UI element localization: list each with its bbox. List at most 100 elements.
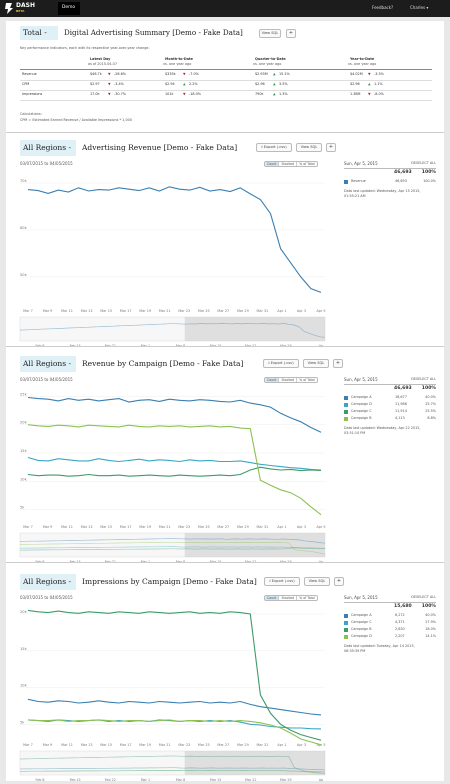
x-tick-label: Mar 23 xyxy=(178,309,190,313)
date-range: 03/07/2015 to 04/05/2015 xyxy=(20,595,73,600)
export-csv-button[interactable]: ⭳ Export (.csv) xyxy=(264,577,300,586)
legend-item[interactable]: Campaign A 18,677 40.0% xyxy=(344,395,436,401)
cell-change: -7.0% xyxy=(189,72,199,76)
cell-change: -26.6% xyxy=(114,72,126,76)
legend-series-pct: 40.0% xyxy=(425,395,436,399)
feedback-link[interactable]: Feedback? xyxy=(372,5,394,10)
tab-demo[interactable]: Demo xyxy=(58,2,80,15)
legend-swatch xyxy=(344,410,348,414)
cell-value: 17.0k xyxy=(90,92,100,96)
cell-change: 15.1% xyxy=(279,72,290,76)
toggle--of-total[interactable]: % of Total xyxy=(299,378,315,382)
region-badge[interactable]: All Regions - xyxy=(20,140,76,156)
series-line[interactable] xyxy=(27,456,322,471)
x-tick-label: Mar 21 xyxy=(159,525,171,529)
navigator-tick-label: Mar 15 xyxy=(210,778,221,782)
table-rule xyxy=(20,69,432,70)
series-line[interactable] xyxy=(27,609,322,741)
legend-swatch xyxy=(344,403,348,407)
legend-item[interactable]: Campaign C 4,371 27.9% xyxy=(344,620,436,626)
series-line[interactable] xyxy=(27,186,322,293)
toggle-count[interactable]: Count xyxy=(265,162,280,166)
legend-item[interactable]: Campaign B 4,113 8.8% xyxy=(344,416,436,422)
y-tick-label: 5k xyxy=(20,720,25,724)
toggle--of-total[interactable]: % of Total xyxy=(299,596,315,600)
series-line[interactable] xyxy=(27,719,322,746)
legend-series-value: 4,113 xyxy=(395,416,405,420)
legend-series-value: 11,914 xyxy=(395,409,407,413)
last-updated-note: Data last updated: Tuesday, Apr 14 2015,… xyxy=(344,644,415,653)
view-sql-button[interactable]: View SQL xyxy=(259,29,281,38)
x-tick-label: Mar 7 xyxy=(23,309,33,313)
toggle-stacked[interactable]: Stacked xyxy=(279,596,298,600)
toggle-stacked[interactable]: Stacked xyxy=(279,378,298,382)
legend-item[interactable]: Campaign C 11,914 25.5% xyxy=(344,409,436,415)
x-tick-label: Mar 25 xyxy=(198,525,210,529)
legend-swatch xyxy=(344,635,348,639)
divider xyxy=(6,132,444,133)
toggle-stacked[interactable]: Stacked xyxy=(279,162,298,166)
add-button[interactable]: + xyxy=(286,29,296,38)
row-rule xyxy=(20,90,432,91)
deselect-all-link[interactable]: DESELECT ALL xyxy=(411,161,436,165)
up-arrow-icon: ▲ xyxy=(183,82,186,86)
user-menu[interactable]: Charles ▾ xyxy=(410,5,429,10)
x-tick-label: Apr 5 xyxy=(316,743,325,747)
legend-swatch xyxy=(344,621,348,625)
tab-demo-label: Demo xyxy=(62,5,76,10)
x-tick-label: Mar 7 xyxy=(23,743,33,747)
toggle-count[interactable]: Count xyxy=(265,596,280,600)
y-tick-label: 70k xyxy=(20,179,28,183)
legend-date: Sun, Apr 5, 2015 xyxy=(344,595,378,600)
deselect-all-link[interactable]: DESELECT ALL xyxy=(411,595,436,599)
x-tick-label: Apr 1 xyxy=(277,525,286,529)
x-tick-label: Apr 5 xyxy=(316,309,325,313)
region-badge[interactable]: All Regions - xyxy=(20,356,76,372)
dash-logo[interactable]: DASH BETA xyxy=(4,2,44,15)
legend-series-name: Campaign D xyxy=(351,634,372,638)
navigator-selection[interactable] xyxy=(184,751,325,775)
chart-mode-toggle: Count Stacked% of Total xyxy=(264,161,318,167)
series-line[interactable] xyxy=(27,396,322,433)
series-line[interactable] xyxy=(27,466,322,477)
view-sql-button[interactable]: View SQL xyxy=(303,359,329,368)
x-tick-label: Mar 25 xyxy=(198,309,210,313)
legend-series-pct: 18.0% xyxy=(425,627,436,631)
download-icon: ⭳ xyxy=(261,145,264,149)
export-label: Export (.csv) xyxy=(263,145,287,149)
cell-value: 1.38M xyxy=(350,92,361,96)
legend-item[interactable]: Revenue 46,693 100.0% xyxy=(344,179,436,185)
add-button[interactable]: + xyxy=(334,577,344,586)
legend-item[interactable]: Campaign A 6,272 40.0% xyxy=(344,613,436,619)
export-csv-button[interactable]: ⭳ Export (.csv) xyxy=(256,143,292,152)
view-sql-button[interactable]: View SQL xyxy=(304,577,330,586)
region-badge[interactable]: All Regions - xyxy=(20,574,76,590)
export-csv-button[interactable]: ⭳ Export (.csv) xyxy=(263,359,299,368)
navigator-selection[interactable] xyxy=(184,317,325,341)
toggle--of-total[interactable]: % of Total xyxy=(299,162,315,166)
add-button[interactable]: + xyxy=(333,359,343,368)
legend-item[interactable]: Campaign D 11,986 25.7% xyxy=(344,402,436,408)
add-button[interactable]: + xyxy=(326,143,336,152)
legend-item[interactable]: Campaign B 2,830 18.0% xyxy=(344,627,436,633)
down-arrow-icon: ▼ xyxy=(108,72,111,76)
navigator-selection[interactable] xyxy=(184,533,325,557)
date-range: 03/07/2015 to 04/05/2015 xyxy=(20,161,73,166)
chart-title: Advertising Revenue [Demo - Fake Data] xyxy=(82,143,238,152)
summary-panel: Total - Digital Advertising Summary [Dem… xyxy=(6,21,444,133)
legend-series-name: Campaign A xyxy=(351,395,372,399)
beta-badge: BETA xyxy=(16,9,25,13)
view-sql-button[interactable]: View SQL xyxy=(296,143,322,152)
summary-badge-label: Total - xyxy=(23,28,47,37)
series-line[interactable] xyxy=(27,424,322,516)
x-tick-label: Apr 3 xyxy=(297,309,306,313)
x-tick-label: Mar 17 xyxy=(120,743,132,747)
toggle-count[interactable]: Count xyxy=(265,378,280,382)
x-tick-label: Mar 13 xyxy=(81,525,93,529)
series-line[interactable] xyxy=(27,698,322,716)
legend-item[interactable]: Campaign D 2,207 14.1% xyxy=(344,634,436,640)
deselect-all-link[interactable]: DESELECT ALL xyxy=(411,377,436,381)
